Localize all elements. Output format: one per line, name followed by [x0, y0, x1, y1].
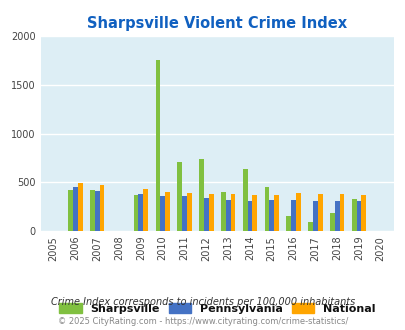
Bar — [329, 213, 334, 231]
Bar — [356, 201, 360, 231]
Bar — [295, 193, 300, 231]
Bar — [95, 191, 100, 231]
Bar — [177, 162, 182, 231]
Bar — [264, 187, 269, 231]
Bar — [186, 193, 191, 231]
Bar — [247, 201, 252, 231]
Bar — [160, 196, 165, 231]
Bar — [252, 195, 256, 231]
Bar — [269, 200, 273, 231]
Bar — [182, 196, 186, 231]
Bar — [351, 199, 356, 231]
Title: Sharpsville Violent Crime Index: Sharpsville Violent Crime Index — [87, 16, 346, 31]
Bar — [203, 198, 208, 231]
Bar — [208, 193, 213, 231]
Bar — [290, 200, 295, 231]
Bar — [286, 216, 290, 231]
Bar — [68, 190, 73, 231]
Bar — [225, 200, 230, 231]
Bar — [242, 169, 247, 231]
Bar — [165, 192, 169, 231]
Bar — [312, 201, 317, 231]
Bar — [230, 194, 235, 231]
Bar — [155, 60, 160, 231]
Bar — [220, 192, 225, 231]
Bar — [360, 195, 365, 231]
Bar — [273, 195, 278, 231]
Bar — [334, 201, 339, 231]
Bar — [143, 189, 148, 231]
Bar — [339, 194, 343, 231]
Bar — [73, 187, 78, 231]
Bar — [133, 195, 138, 231]
Bar — [138, 194, 143, 231]
Bar — [90, 190, 95, 231]
Bar — [317, 193, 322, 231]
Legend: Sharpsville, Pennsylvania, National: Sharpsville, Pennsylvania, National — [55, 299, 379, 318]
Bar — [307, 222, 312, 231]
Bar — [198, 159, 203, 231]
Text: Crime Index corresponds to incidents per 100,000 inhabitants: Crime Index corresponds to incidents per… — [51, 297, 354, 307]
Bar — [100, 185, 104, 231]
Text: © 2025 CityRating.com - https://www.cityrating.com/crime-statistics/: © 2025 CityRating.com - https://www.city… — [58, 317, 347, 326]
Bar — [78, 183, 83, 231]
